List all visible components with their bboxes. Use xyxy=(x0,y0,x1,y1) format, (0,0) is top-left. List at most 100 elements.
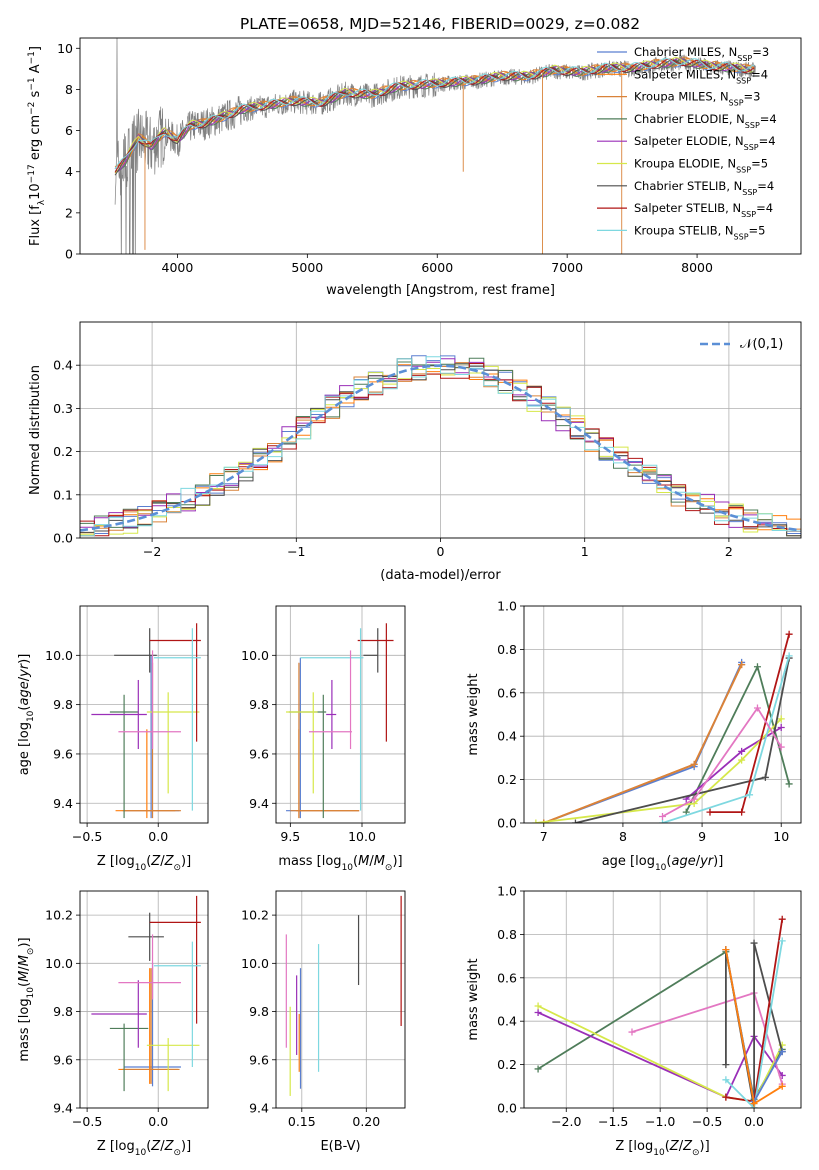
weight-line xyxy=(685,726,782,800)
label-part: ( xyxy=(353,854,358,869)
y-tick-label: 9.4 xyxy=(53,1101,73,1116)
y-axis-label: mass weight xyxy=(466,958,481,1040)
label-part: Z xyxy=(150,854,161,869)
label-part: ( xyxy=(146,854,151,869)
y-tick-label: 2 xyxy=(65,205,73,220)
data-point-marker xyxy=(534,1065,542,1073)
data-point-marker xyxy=(540,819,548,823)
legend-label: Salpeter STELIB, NSSP=4 xyxy=(634,201,773,219)
label-part: −17 xyxy=(27,164,37,183)
legend-name: Chabrier STELIB, N xyxy=(634,179,742,193)
x-axis-label: Z [log10(Z/Z⊙)] xyxy=(615,1139,709,1158)
x-axis-label: (data-model)/error xyxy=(380,568,501,583)
x-tick-label: 2 xyxy=(725,544,733,559)
label-part: ⊙ xyxy=(385,863,393,873)
y-tick-label: 10.0 xyxy=(241,648,269,663)
legend-name: Salpeter MILES, N xyxy=(634,67,736,81)
label-part: M xyxy=(17,955,32,966)
x-tick-label: −0.5 xyxy=(692,1114,722,1129)
plot-area-weight_vs_age xyxy=(524,606,801,823)
legend-tail: =5 xyxy=(751,157,768,171)
legend-label: Kroupa ELODIE, NSSP=5 xyxy=(634,157,768,175)
label-part: 10 xyxy=(342,863,354,873)
label-part: / xyxy=(17,676,32,681)
data-point-marker xyxy=(722,946,730,954)
data-point-marker xyxy=(571,819,579,823)
y-axis-label: Flux [fλ10−17 erg cm−2 s−1 A−1] xyxy=(27,46,47,246)
data-point-marker xyxy=(722,1076,730,1084)
label-part: / xyxy=(160,1139,165,1154)
x-tick-label: 9 xyxy=(698,829,706,844)
x-tick-label: 1 xyxy=(581,544,589,559)
axes-age_vs_Z: −0.5 0.09.49.69.810.0Z [log10(Z/Z⊙)]age [… xyxy=(17,605,209,873)
model-spectrum xyxy=(114,57,755,174)
label-part: ⊙ xyxy=(173,863,181,873)
axes-mass_vs_Z: −0.5 0.09.49.69.810.010.2Z [log10(Z/Z⊙)]m… xyxy=(17,890,209,1158)
gaussian-curve xyxy=(80,364,801,532)
label-part: / xyxy=(160,854,165,869)
y-tick-label: 6 xyxy=(65,123,73,138)
x-tick-label: −0.5 xyxy=(72,829,102,844)
axes-frame xyxy=(79,890,209,1109)
data-point-marker xyxy=(628,1028,636,1036)
y-tick-label: 10.0 xyxy=(45,648,73,663)
label-part: )] xyxy=(700,1139,710,1154)
data-point-marker xyxy=(778,937,786,945)
x-axis-label: Z [log10(Z/Z⊙)] xyxy=(97,854,191,873)
legend-sub: SSP xyxy=(745,120,760,129)
legend-tail: =4 xyxy=(751,67,768,81)
weight-line xyxy=(543,664,743,823)
axes-frame xyxy=(523,890,802,1109)
y-tick-label: 9.4 xyxy=(249,796,269,811)
label-part: λ xyxy=(37,199,47,205)
axes-residuals: −2 −1 0 1 2 0.0 0.1 0.2 0.3 0.4 (data-model)/error… xyxy=(28,321,802,583)
label-part: 10 xyxy=(655,863,667,873)
x-tick-label: 0.15 xyxy=(288,1114,316,1129)
weight-line xyxy=(535,718,782,823)
data-point-marker xyxy=(785,652,793,660)
data-point-marker xyxy=(761,773,769,781)
label-part: Z xyxy=(164,1139,175,1154)
y-axis-label: mass [log10(M/M⊙)] xyxy=(17,937,36,1061)
x-tick-label: 0.0 xyxy=(148,829,168,844)
label-part: 10 xyxy=(26,987,36,999)
x-axis-label: wavelength [Angstrom, rest frame] xyxy=(326,283,555,298)
y-tick-label: 9.6 xyxy=(249,1052,269,1067)
label-part: Z xyxy=(682,1139,693,1154)
x-tick-label: 6000 xyxy=(421,260,453,275)
legend-name: Kroupa ELODIE, N xyxy=(634,157,736,171)
axes-frame xyxy=(79,605,209,824)
plot-area-residuals xyxy=(80,322,801,538)
data-point-marker xyxy=(534,1002,542,1010)
legend-tail: =4 xyxy=(756,201,773,215)
label-part: yr xyxy=(699,854,715,869)
y-tick-label: 0.2 xyxy=(497,1057,517,1072)
data-point-marker xyxy=(750,939,758,947)
plot-area-age_vs_Z xyxy=(80,606,208,823)
label-part: Z xyxy=(669,1139,680,1154)
data-point-marker xyxy=(785,630,793,638)
y-tick-label: 0.6 xyxy=(497,970,517,985)
x-tick-label: −1.0 xyxy=(645,1114,675,1129)
y-tick-label: 10.2 xyxy=(45,908,73,923)
model-spectrum xyxy=(114,59,755,176)
y-tick-label: 0.0 xyxy=(497,816,517,831)
x-tick-label: −2 xyxy=(143,544,161,559)
label-part: / xyxy=(17,966,32,971)
label-part: / xyxy=(679,1139,684,1154)
legend-sub: SSP xyxy=(736,76,751,85)
label-part: Z xyxy=(150,1139,161,1154)
x-tick-label: 7 xyxy=(540,829,548,844)
data-point-marker xyxy=(778,1082,786,1090)
weight-line xyxy=(543,664,743,823)
legend-label: Kroupa STELIB, NSSP=5 xyxy=(634,223,765,241)
x-tick-label: 10.0 xyxy=(348,829,376,844)
label-part: Z xyxy=(164,854,175,869)
label-part: ( xyxy=(665,1139,670,1154)
axes-spectrum: 4000 5000 6000 7000 8000 0 2 4 6 8 10 wavelength [A… xyxy=(27,37,802,298)
legend-sub: SSP xyxy=(744,143,759,152)
plot-area-age_vs_mass xyxy=(276,606,405,823)
data-point-marker xyxy=(690,795,698,803)
